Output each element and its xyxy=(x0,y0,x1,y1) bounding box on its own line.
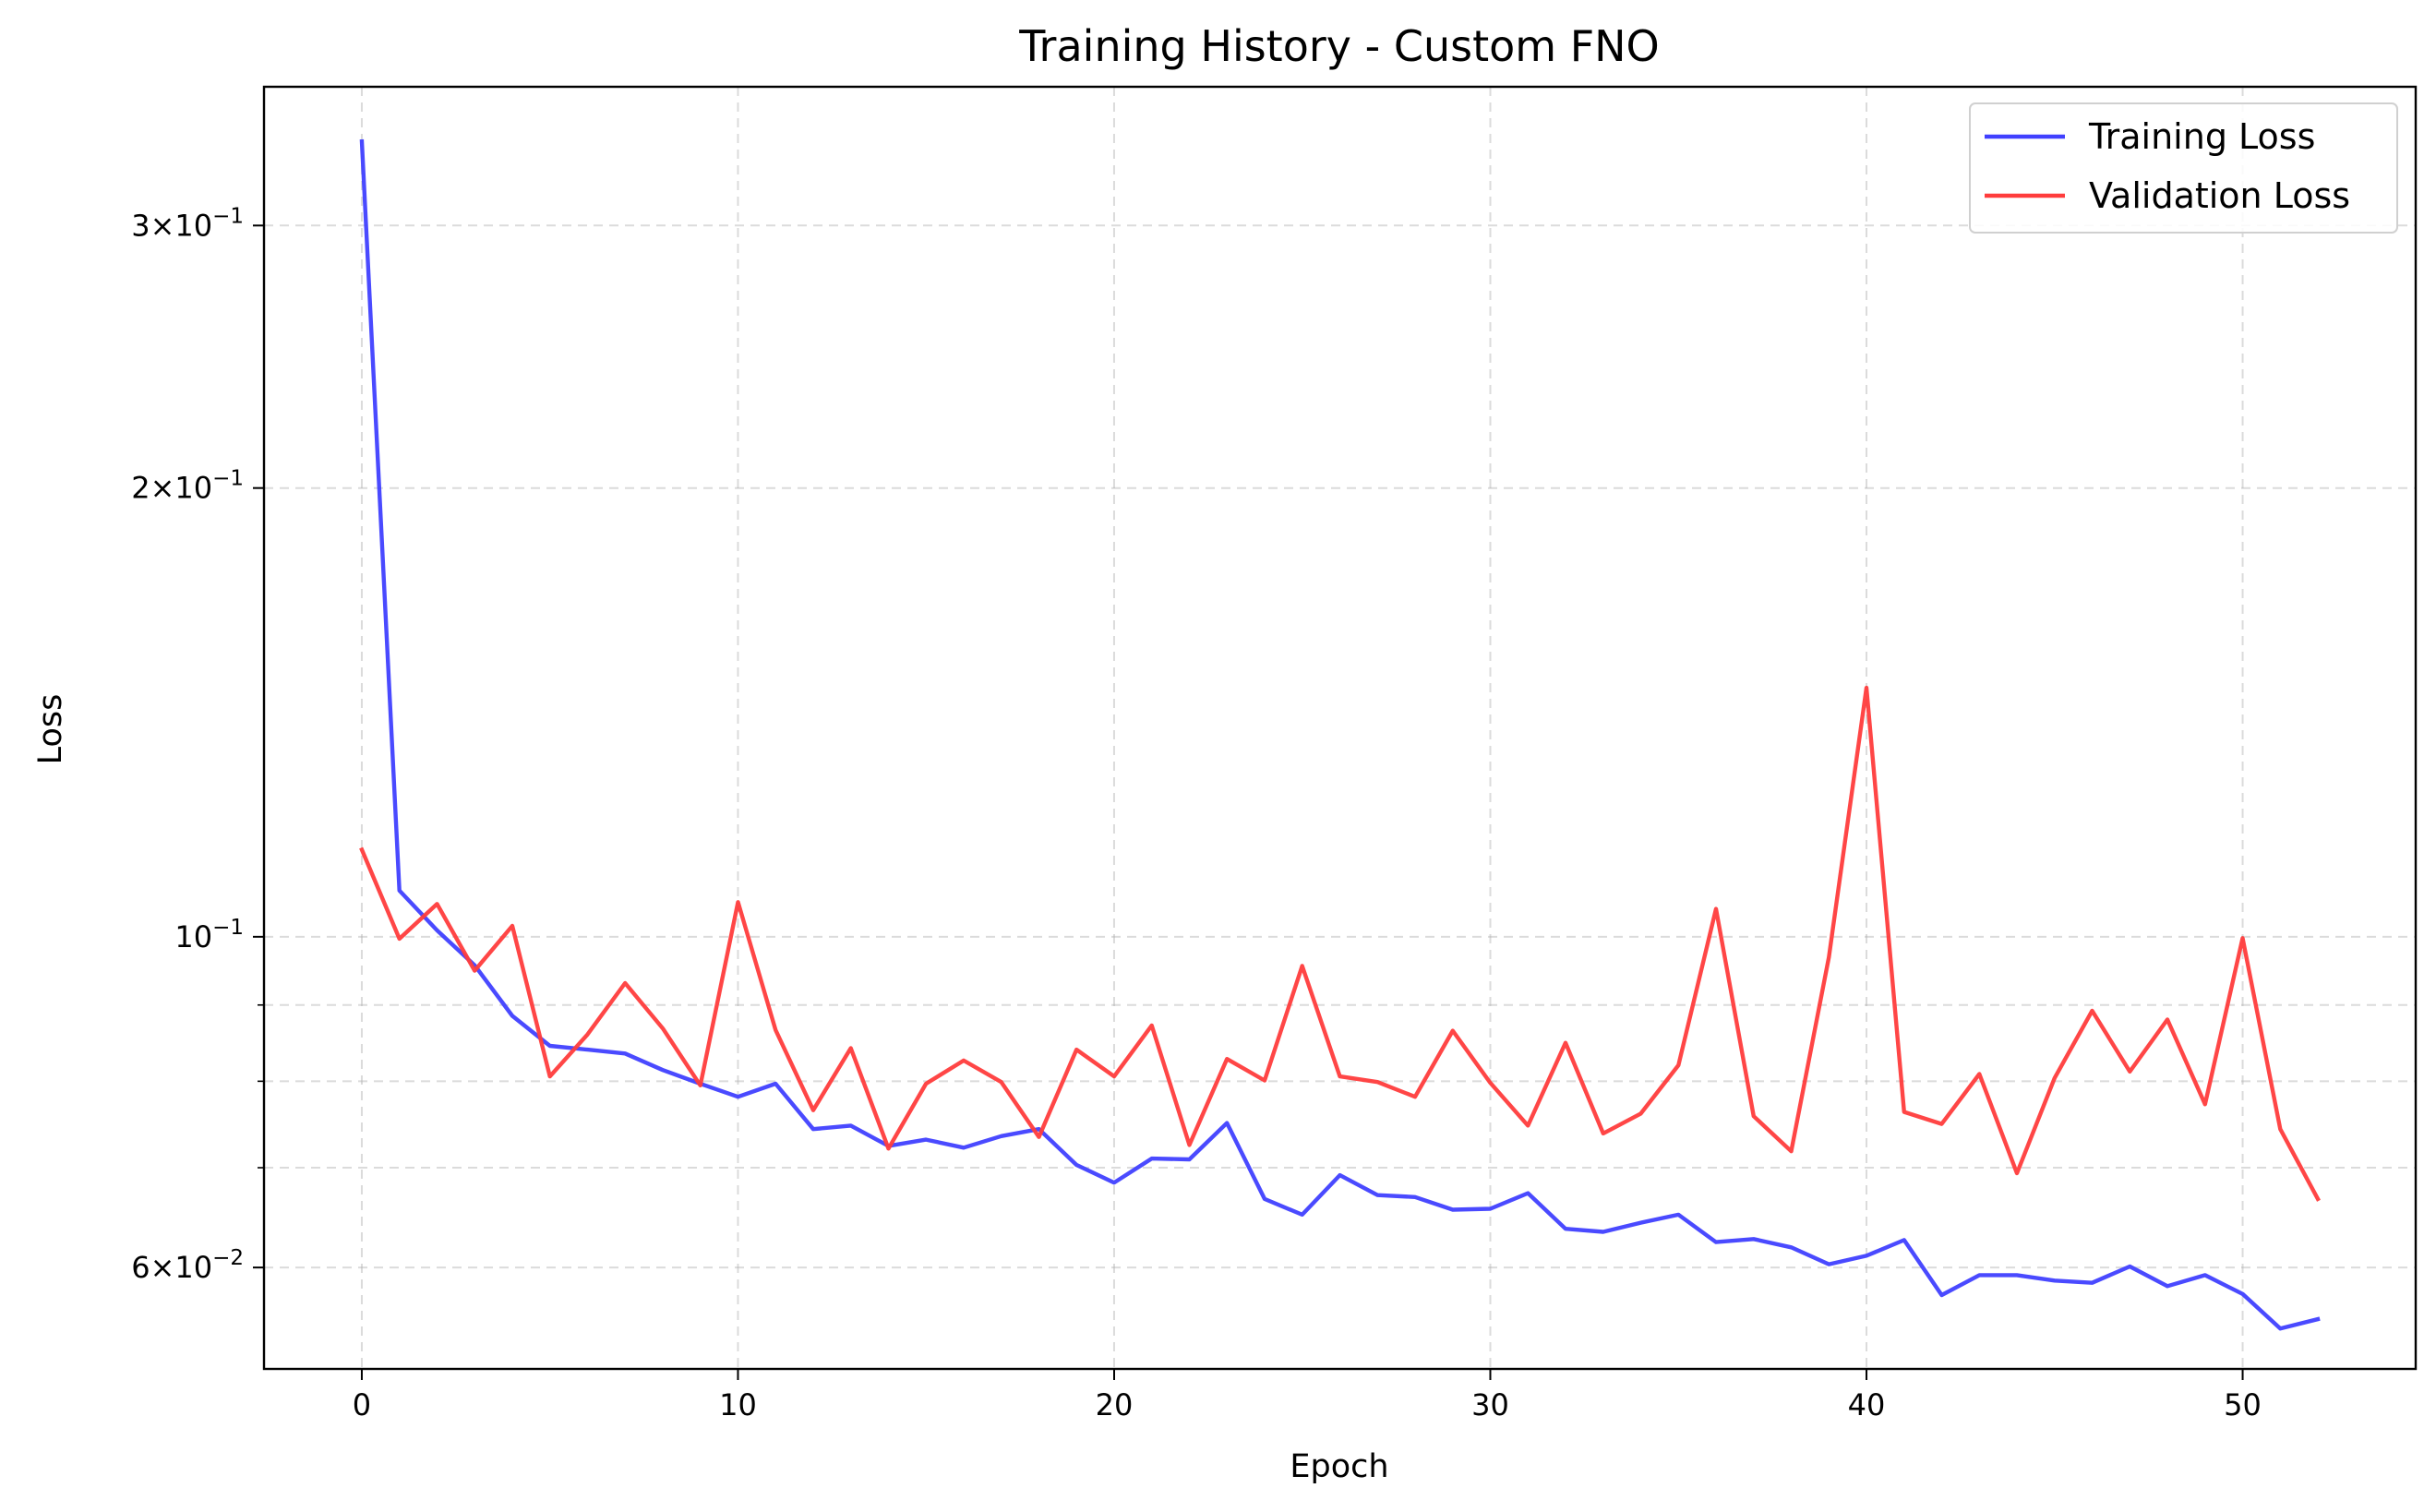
x-tick-label: 20 xyxy=(1096,1387,1134,1422)
y-axis-label: Loss xyxy=(32,694,69,765)
legend-label-validation: Validation Loss xyxy=(2089,175,2350,216)
validation-loss-line xyxy=(359,685,2321,1202)
legend: Training Loss Validation Loss xyxy=(1969,102,2398,234)
y-tick-label: 6×10−2 xyxy=(131,1246,244,1285)
x-axis-label: Epoch xyxy=(1290,1448,1388,1485)
series-lines xyxy=(359,138,2321,1331)
grid xyxy=(264,87,2416,1369)
legend-label-training: Training Loss xyxy=(2088,116,2315,157)
x-tick-label: 40 xyxy=(1848,1387,1886,1422)
x-tick-label: 50 xyxy=(2224,1387,2262,1422)
x-tick-label: 10 xyxy=(719,1387,757,1422)
y-tick-label: 10−1 xyxy=(174,916,244,954)
chart-title: Training History - Custom FNO xyxy=(1018,21,1660,71)
plot-frame xyxy=(262,85,2418,1371)
x-tick-label: 30 xyxy=(1471,1387,1509,1422)
legend-box xyxy=(1969,102,2398,234)
training-loss-line xyxy=(359,138,2321,1331)
y-tick-label: 3×10−1 xyxy=(131,204,244,243)
axis-ticks: 0 10 20 30 40 50 6×10−2 10−1 2×10−1 3×10−1 xyxy=(131,204,2262,1422)
y-tick-label: 2×10−1 xyxy=(131,467,244,506)
x-tick-label: 0 xyxy=(353,1387,371,1422)
